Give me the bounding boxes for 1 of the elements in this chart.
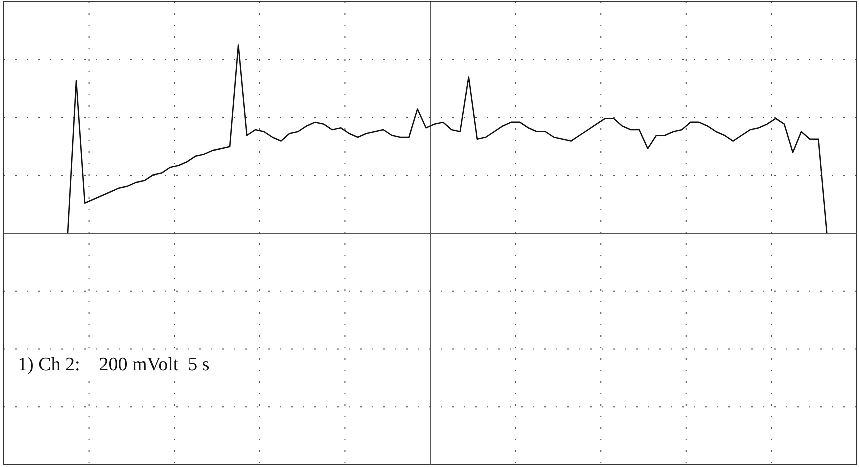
text: 1) Ch 2: 200 mVolt 5 s: [18, 354, 210, 376]
